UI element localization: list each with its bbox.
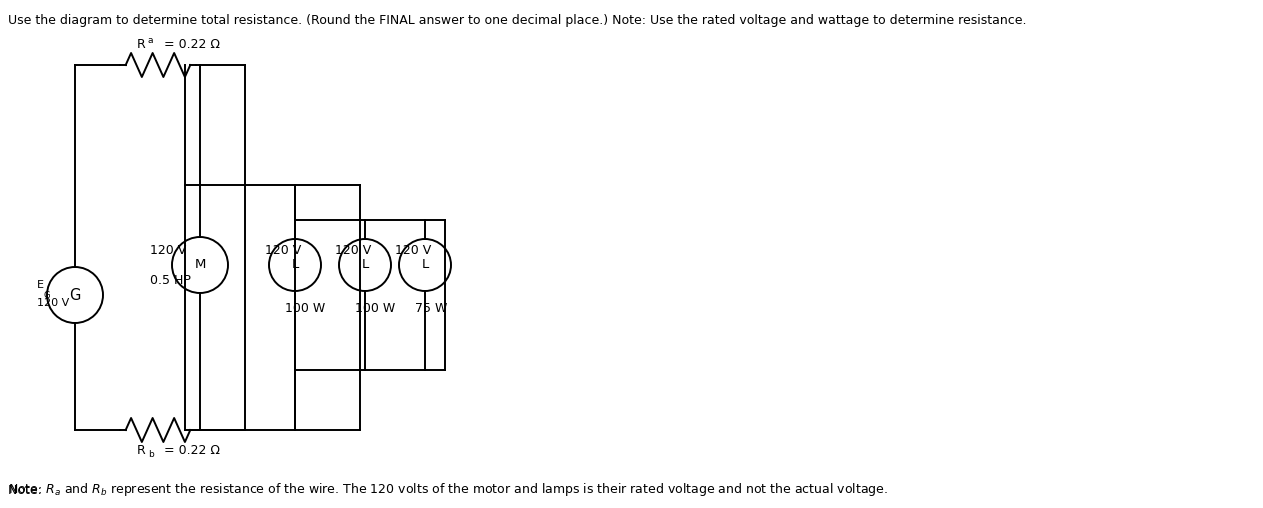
Text: a: a — [148, 36, 154, 45]
Text: L: L — [292, 259, 298, 271]
Text: 0.5 HP: 0.5 HP — [150, 274, 191, 288]
Text: 120 V: 120 V — [395, 244, 431, 258]
Text: L: L — [422, 259, 428, 271]
Text: G: G — [43, 291, 49, 300]
Text: 100 W: 100 W — [355, 302, 395, 315]
Text: Note:: Note: — [8, 484, 45, 496]
Text: = 0.22 Ω: = 0.22 Ω — [160, 443, 220, 457]
Text: Note: $R_a$ and $R_b$ represent the resistance of the wire. The 120 volts of the: Note: $R_a$ and $R_b$ represent the resi… — [8, 482, 888, 498]
Text: = 0.22 Ω: = 0.22 Ω — [160, 39, 220, 51]
Text: 120 V: 120 V — [265, 244, 302, 258]
Text: 120 V: 120 V — [335, 244, 371, 258]
Text: R: R — [138, 443, 147, 457]
Text: M: M — [195, 259, 206, 271]
Text: 75 W: 75 W — [416, 302, 447, 315]
Text: G: G — [69, 288, 81, 302]
Text: L: L — [361, 259, 369, 271]
Text: Use the diagram to determine total resistance. (Round the FINAL answer to one de: Use the diagram to determine total resis… — [8, 14, 1027, 27]
Text: R: R — [138, 39, 147, 51]
Text: b: b — [148, 450, 154, 459]
Text: 120 V: 120 V — [37, 298, 69, 308]
Text: 100 W: 100 W — [285, 302, 326, 315]
Text: E: E — [37, 280, 44, 290]
Text: 120 V: 120 V — [150, 244, 186, 258]
